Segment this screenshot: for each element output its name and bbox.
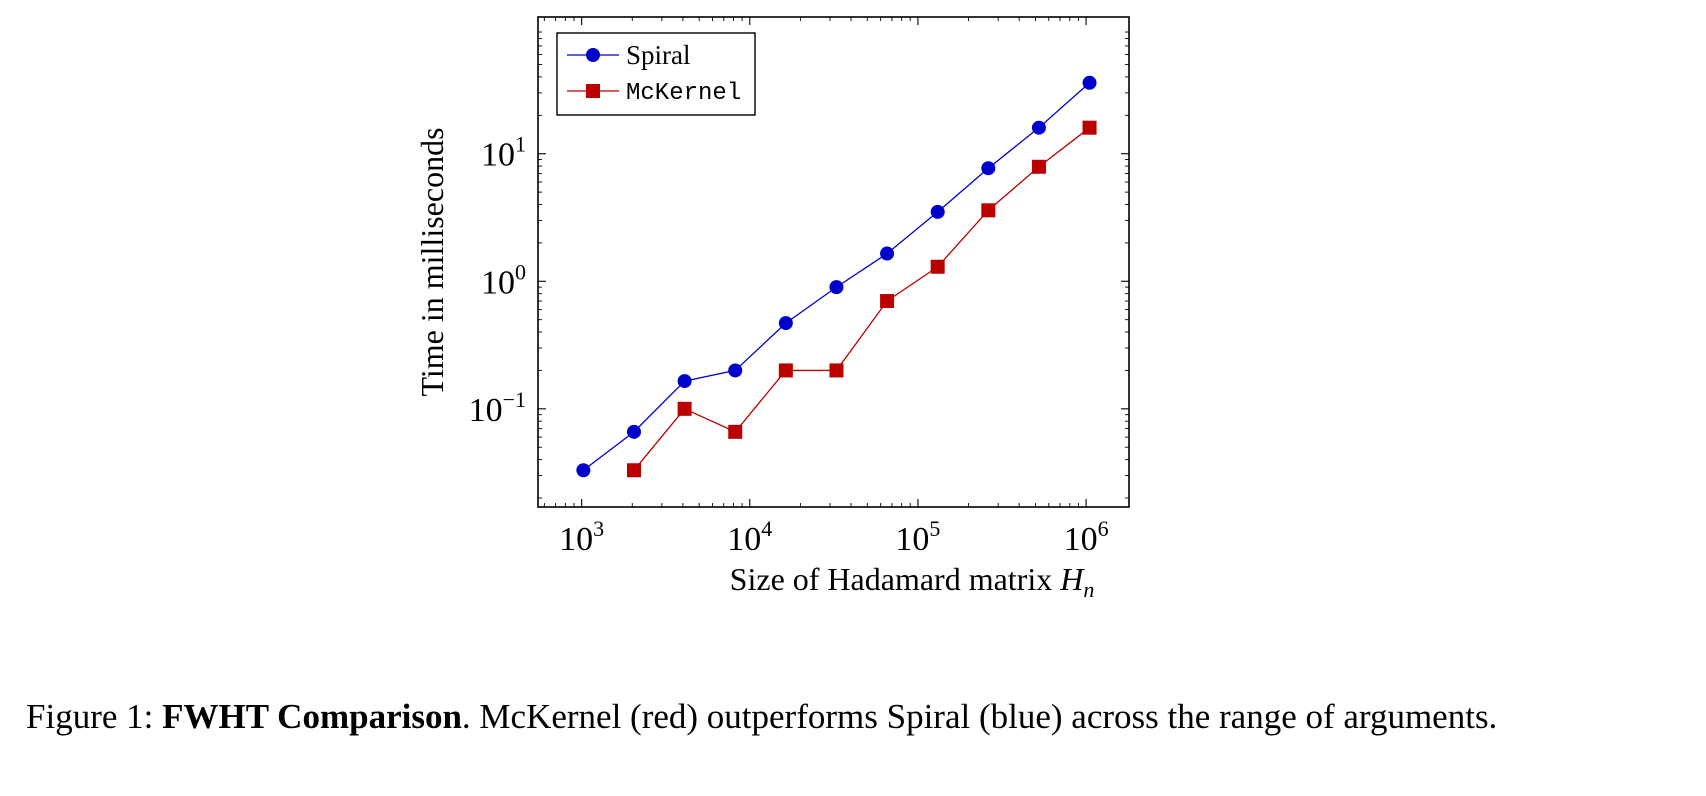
y-tick-label: 100 — [481, 259, 526, 301]
chart: 103 104 105 106 10−1 100 101 Size of Hadamard … — [414, 16, 1130, 602]
data-point-spiral — [1082, 75, 1097, 90]
series-line-spiral — [582, 82, 1090, 471]
legend: Spiral McKernel — [556, 32, 756, 116]
x-axis-title-var: H — [1059, 561, 1085, 597]
data-point-mckernel — [829, 363, 844, 378]
tick-labels: 103 104 105 106 10−1 100 101 — [469, 132, 1109, 558]
legend-box — [556, 32, 756, 116]
x-axis-title-text: Size of Hadamard matrix — [730, 561, 1061, 597]
data-point-spiral — [778, 316, 793, 331]
data-point-spiral — [728, 363, 743, 378]
data-point-mckernel — [930, 259, 945, 274]
x-tick-label: 103 — [559, 516, 604, 558]
data-point-mckernel — [778, 363, 793, 378]
data-point-spiral — [880, 246, 895, 261]
data-point-spiral — [677, 374, 692, 389]
x-tick-label: 106 — [1064, 516, 1109, 558]
data-point-spiral — [576, 463, 591, 478]
figure-caption: Figure 1: FWHT Comparison. McKernel (red… — [26, 694, 1686, 740]
y-axis-title: Time in milliseconds — [414, 127, 450, 396]
data-point-mckernel — [1031, 159, 1046, 174]
x-axis-title-sub: n — [1083, 577, 1094, 602]
x-tick-label: 104 — [727, 516, 772, 558]
x-axis-title: Size of Hadamard matrix Hn — [730, 561, 1095, 602]
data-point-mckernel — [677, 401, 692, 416]
x-tick-label: 105 — [895, 516, 940, 558]
data-point-spiral — [829, 280, 844, 295]
data-point-spiral — [1031, 120, 1046, 135]
series-line-mckernel — [633, 127, 1090, 471]
caption-bold: FWHT Comparison — [162, 697, 462, 736]
data-point-mckernel — [1082, 120, 1097, 135]
data-point-spiral — [627, 424, 642, 439]
data-point-spiral — [981, 161, 996, 176]
caption-text: . McKernel (red) outperforms Spiral (blu… — [461, 697, 1498, 736]
legend-label-spiral: Spiral — [626, 40, 691, 70]
legend-marker-spiral — [586, 48, 600, 62]
y-tick-label: 10−1 — [469, 387, 526, 429]
series-layer — [576, 75, 1097, 478]
data-point-mckernel — [880, 294, 895, 309]
legend-marker-mckernel — [586, 84, 600, 98]
data-point-spiral — [930, 204, 945, 219]
data-point-mckernel — [627, 463, 642, 478]
caption-prefix: Figure 1: — [26, 697, 163, 736]
major-ticks — [538, 17, 1129, 507]
plot-frame — [537, 16, 1130, 508]
data-point-mckernel — [728, 424, 743, 439]
data-point-mckernel — [981, 203, 996, 218]
y-tick-label: 101 — [481, 132, 526, 174]
legend-label-mckernel: McKernel — [626, 80, 741, 107]
